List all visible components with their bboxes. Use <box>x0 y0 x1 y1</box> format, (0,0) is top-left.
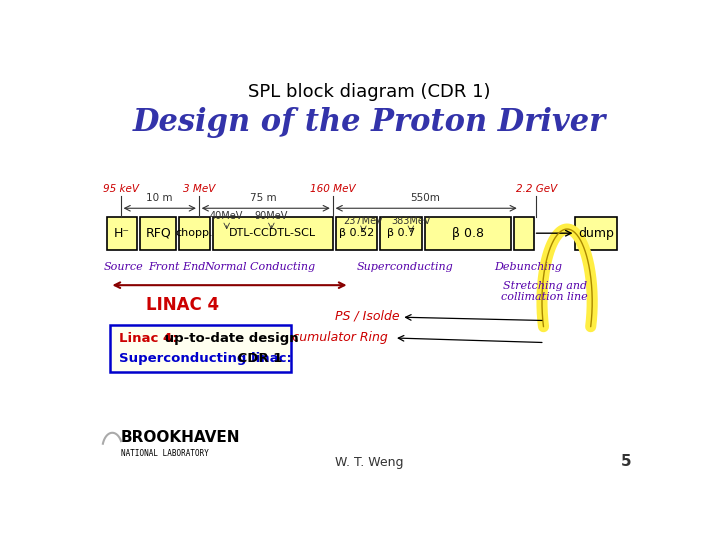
Text: 383MeV: 383MeV <box>391 216 431 226</box>
Text: 237MeV: 237MeV <box>343 216 383 226</box>
Text: SPL block diagram (CDR 1): SPL block diagram (CDR 1) <box>248 83 490 101</box>
Text: LINAC 4: LINAC 4 <box>145 295 219 314</box>
Text: 90MeV: 90MeV <box>255 211 288 221</box>
Text: Stretching and
collimation line: Stretching and collimation line <box>501 281 588 302</box>
Text: chopp.: chopp. <box>176 228 213 238</box>
Text: dump: dump <box>578 227 614 240</box>
FancyBboxPatch shape <box>514 217 534 250</box>
FancyBboxPatch shape <box>380 217 422 250</box>
Text: β 0.7: β 0.7 <box>387 228 415 238</box>
Text: Source: Source <box>104 262 143 272</box>
Text: Linac 4:: Linac 4: <box>119 332 178 345</box>
FancyBboxPatch shape <box>213 217 333 250</box>
Text: BROOKHAVEN: BROOKHAVEN <box>121 430 240 445</box>
FancyBboxPatch shape <box>575 217 617 250</box>
Text: 75 m: 75 m <box>250 193 276 203</box>
Text: Design of the Proton Driver: Design of the Proton Driver <box>132 107 606 138</box>
Text: 95 keV: 95 keV <box>103 184 139 194</box>
Text: 550m: 550m <box>410 193 440 203</box>
Text: 40MeV: 40MeV <box>210 211 243 221</box>
Text: H⁻: H⁻ <box>114 227 130 240</box>
FancyBboxPatch shape <box>107 217 138 250</box>
Text: W. T. Weng: W. T. Weng <box>335 456 403 469</box>
Text: PS / Isolde: PS / Isolde <box>335 310 400 323</box>
FancyBboxPatch shape <box>179 217 210 250</box>
FancyBboxPatch shape <box>140 217 176 250</box>
Text: Normal Conducting: Normal Conducting <box>204 262 316 272</box>
Text: CDR 1: CDR 1 <box>233 352 283 365</box>
Text: 5: 5 <box>621 454 631 469</box>
Text: Front End: Front End <box>148 262 205 272</box>
Text: DTL-CCDTL-SCL: DTL-CCDTL-SCL <box>229 228 316 238</box>
Text: β 0.8: β 0.8 <box>452 227 484 240</box>
FancyBboxPatch shape <box>425 217 511 250</box>
Text: β 0.52: β 0.52 <box>339 228 374 238</box>
Text: 160 MeV: 160 MeV <box>310 184 356 194</box>
Text: Superconducting linac:: Superconducting linac: <box>119 352 292 365</box>
FancyBboxPatch shape <box>336 217 377 250</box>
Text: Accumulator Ring: Accumulator Ring <box>278 330 389 343</box>
Text: Superconducting: Superconducting <box>357 262 454 272</box>
Text: 3 MeV: 3 MeV <box>183 184 215 194</box>
Text: RFQ: RFQ <box>145 227 171 240</box>
Text: 2.2 GeV: 2.2 GeV <box>516 184 557 194</box>
Text: up-to-date design: up-to-date design <box>160 332 298 345</box>
Text: 10 m: 10 m <box>146 193 173 203</box>
Text: Debunching: Debunching <box>494 262 562 272</box>
Text: NATIONAL LABORATORY: NATIONAL LABORATORY <box>121 449 209 458</box>
FancyBboxPatch shape <box>109 325 291 373</box>
